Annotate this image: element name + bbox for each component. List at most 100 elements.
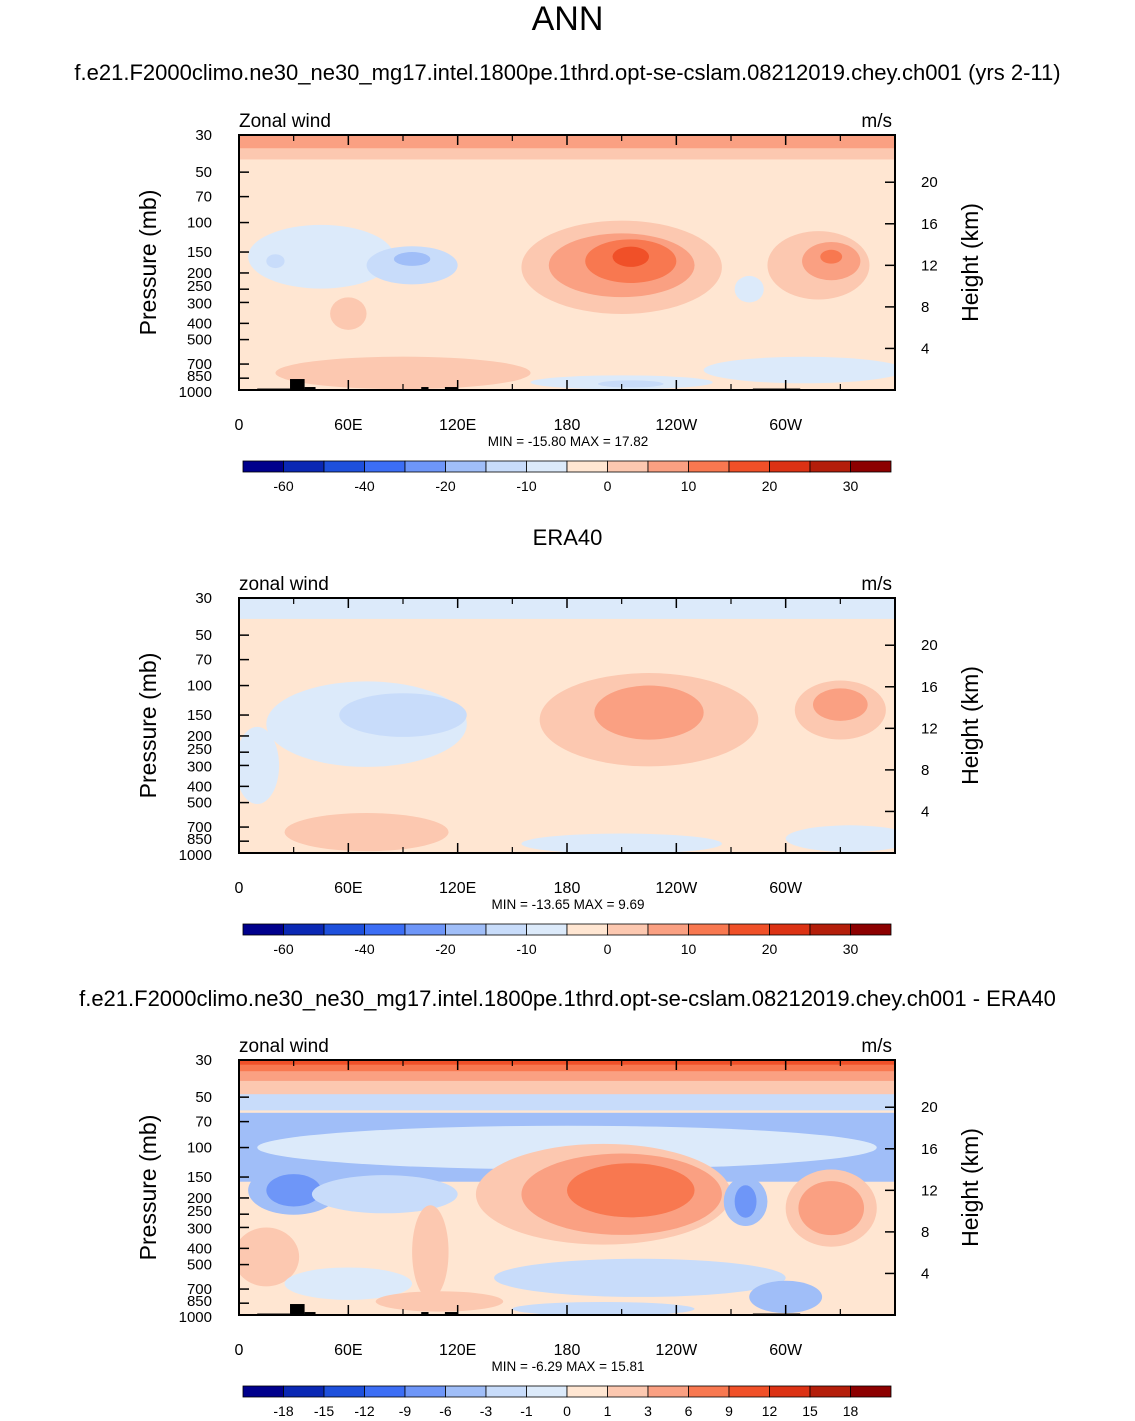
colorbar-label: -18 [273, 1403, 293, 1419]
y-tick-label: 500 [187, 1257, 212, 1274]
y2-tick-label: 12 [921, 720, 938, 737]
y-axis-title: Pressure (mb) [135, 190, 161, 336]
panel2-contour-region [594, 685, 704, 740]
y-tick-label: 150 [187, 244, 212, 261]
x-tick-label: 0 [235, 417, 244, 434]
y2-tick-label: 12 [921, 257, 938, 274]
topography-block [290, 379, 305, 390]
y2-tick-label: 8 [921, 762, 929, 779]
min-max-stats: MIN = -6.29 MAX = 15.81 [491, 1359, 644, 1374]
y-tick-label: 100 [187, 215, 212, 232]
colorbar-swatch [850, 1385, 892, 1398]
colorbar-swatch [688, 1385, 730, 1398]
panel3-contour-region [412, 1205, 449, 1299]
y-tick-label: 300 [187, 758, 212, 775]
colorbar-label: 6 [685, 1403, 693, 1419]
y-axis-title: Pressure (mb) [135, 1115, 161, 1261]
panel2-contour-region [239, 726, 280, 805]
y2-tick-label: 16 [921, 1141, 938, 1158]
y-tick-label: 1000 [179, 847, 212, 864]
colorbar-swatch [526, 460, 568, 473]
colorbar-label: -6 [439, 1403, 452, 1419]
colorbar-swatch [769, 923, 811, 936]
topography-block [421, 1312, 429, 1315]
colorbar-swatch [647, 1385, 689, 1398]
x-tick-label: 120E [439, 880, 476, 897]
x-tick-label: 0 [235, 1342, 244, 1359]
y-tick-label: 70 [195, 1114, 212, 1131]
panel1-contour-region [597, 380, 664, 388]
colorbar-swatch [809, 1385, 851, 1398]
colorbar-swatch [364, 460, 406, 473]
colorbar-swatch [728, 923, 770, 936]
colorbar-label: 0 [604, 478, 612, 494]
colorbar-label: -40 [354, 941, 374, 957]
colorbar-swatch [566, 923, 608, 936]
panel2-units-label: m/s [861, 574, 892, 595]
panel1-contour-region [820, 249, 843, 264]
panel3-field [239, 1060, 895, 1315]
y-tick-label: 200 [187, 1190, 212, 1207]
y-tick-label: 250 [187, 741, 212, 758]
min-max-stats: MIN = -15.80 MAX = 17.82 [488, 434, 649, 449]
panel2-contour-region [339, 693, 467, 737]
y-tick-label: 30 [195, 127, 212, 144]
y-tick-label: 50 [195, 627, 212, 644]
panel1-field-label: Zonal wind [239, 111, 331, 132]
colorbar-label: 18 [843, 1403, 859, 1419]
x-tick-label: 120W [655, 417, 698, 434]
colorbar-swatch [526, 923, 568, 936]
y-tick-label: 700 [187, 1281, 212, 1298]
y-tick-label: 70 [195, 652, 212, 669]
y-tick-label: 30 [195, 1052, 212, 1069]
panel2-field-label: zonal wind [239, 574, 329, 595]
panel1-title: f.e21.F2000climo.ne30_ne30_mg17.intel.18… [74, 60, 1061, 85]
colorbar-label: -10 [516, 478, 536, 494]
colorbar-label: 12 [762, 1403, 778, 1419]
colorbar-swatch [688, 460, 730, 473]
topography-block [290, 1304, 305, 1315]
figure-main-title: ANN [531, 0, 604, 38]
colorbar-swatch [485, 1385, 527, 1398]
y-tick-label: 200 [187, 728, 212, 745]
x-tick-label: 60W [769, 1342, 803, 1359]
panel1-contour-region [266, 254, 285, 269]
y-tick-label: 700 [187, 356, 212, 373]
panel3-contour-region [512, 1302, 695, 1315]
colorbar-swatch [728, 1385, 770, 1398]
colorbar-swatch [364, 923, 406, 936]
y-tick-label: 200 [187, 265, 212, 282]
y-tick-label: 400 [187, 315, 212, 332]
y2-axis-title: Height (km) [957, 1128, 983, 1247]
colorbar-swatch [850, 923, 892, 936]
min-max-stats: MIN = -13.65 MAX = 9.69 [491, 897, 644, 912]
colorbar-label: 0 [563, 1403, 571, 1419]
panel3-contour-region [798, 1181, 865, 1236]
y-tick-label: 100 [187, 1140, 212, 1157]
colorbar-swatch [323, 1385, 365, 1398]
panel2-title: ERA40 [532, 525, 603, 550]
y-tick-label: 250 [187, 278, 212, 295]
panel3-contour-region [311, 1175, 458, 1214]
panel1-units-label: m/s [861, 111, 892, 132]
colorbar-label: -60 [273, 941, 293, 957]
colorbar-swatch [242, 923, 284, 936]
panel3-units-label: m/s [861, 1036, 892, 1057]
panel2-contour-region [785, 825, 895, 852]
colorbar-swatch [566, 460, 608, 473]
y-tick-label: 300 [187, 295, 212, 312]
x-tick-label: 60E [334, 880, 362, 897]
x-tick-label: 120W [655, 1342, 698, 1359]
y-tick-label: 50 [195, 164, 212, 181]
y-tick-label: 150 [187, 1169, 212, 1186]
panel3-title: f.e21.F2000climo.ne30_ne30_mg17.intel.18… [79, 986, 1056, 1011]
colorbar-label: 20 [762, 941, 778, 957]
panel3-contour-region [749, 1280, 823, 1314]
colorbar-label: -15 [314, 1403, 334, 1419]
panel1-contour-region [393, 252, 431, 266]
y-tick-label: 400 [187, 778, 212, 795]
x-tick-label: 120E [439, 417, 476, 434]
y-tick-label: 150 [187, 707, 212, 724]
topography-block [444, 387, 458, 390]
colorbar-label: 0 [604, 941, 612, 957]
